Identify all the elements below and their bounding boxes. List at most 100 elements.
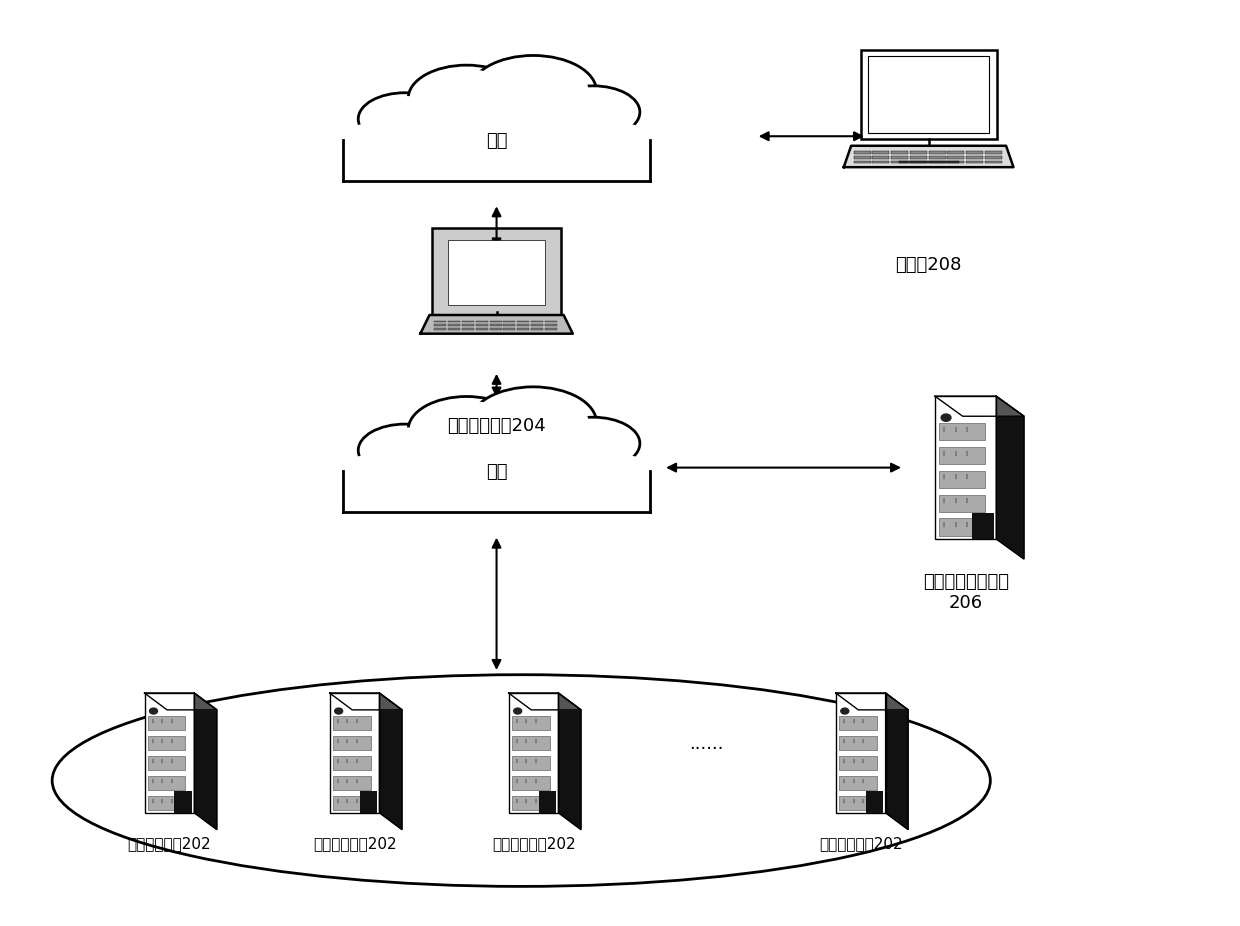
FancyBboxPatch shape: [148, 716, 185, 731]
Text: 网络: 网络: [486, 131, 507, 150]
FancyBboxPatch shape: [839, 716, 877, 731]
FancyBboxPatch shape: [148, 795, 185, 810]
FancyBboxPatch shape: [503, 328, 516, 330]
FancyBboxPatch shape: [148, 776, 185, 790]
FancyBboxPatch shape: [544, 320, 557, 322]
FancyBboxPatch shape: [839, 795, 877, 810]
FancyBboxPatch shape: [839, 776, 877, 790]
FancyBboxPatch shape: [544, 328, 557, 330]
FancyBboxPatch shape: [334, 795, 371, 810]
FancyBboxPatch shape: [512, 716, 549, 731]
FancyBboxPatch shape: [899, 160, 959, 164]
FancyBboxPatch shape: [985, 156, 1002, 158]
FancyBboxPatch shape: [985, 160, 1002, 164]
FancyBboxPatch shape: [940, 423, 986, 441]
FancyBboxPatch shape: [966, 156, 983, 158]
Ellipse shape: [365, 96, 445, 142]
FancyBboxPatch shape: [175, 791, 192, 813]
FancyBboxPatch shape: [929, 156, 946, 158]
FancyBboxPatch shape: [892, 156, 908, 158]
FancyBboxPatch shape: [853, 156, 870, 158]
FancyBboxPatch shape: [538, 791, 556, 813]
FancyBboxPatch shape: [940, 519, 986, 535]
FancyBboxPatch shape: [503, 324, 516, 326]
FancyBboxPatch shape: [839, 736, 877, 750]
Ellipse shape: [408, 396, 525, 463]
FancyBboxPatch shape: [947, 156, 965, 158]
FancyBboxPatch shape: [360, 791, 377, 813]
FancyBboxPatch shape: [490, 324, 502, 326]
FancyBboxPatch shape: [334, 776, 371, 790]
Ellipse shape: [477, 392, 589, 454]
Text: 后端服务节点202: 后端服务节点202: [492, 836, 575, 851]
FancyBboxPatch shape: [334, 716, 371, 731]
Ellipse shape: [547, 418, 640, 469]
Ellipse shape: [470, 387, 596, 458]
FancyBboxPatch shape: [910, 151, 926, 154]
Text: 后端服务节点202: 后端服务节点202: [128, 836, 211, 851]
FancyBboxPatch shape: [463, 328, 474, 330]
FancyBboxPatch shape: [517, 320, 529, 322]
Circle shape: [941, 414, 951, 421]
FancyBboxPatch shape: [512, 776, 549, 790]
FancyBboxPatch shape: [985, 151, 1002, 154]
Ellipse shape: [408, 65, 525, 131]
Polygon shape: [145, 694, 217, 710]
FancyBboxPatch shape: [836, 694, 885, 813]
FancyBboxPatch shape: [861, 50, 997, 139]
Polygon shape: [330, 694, 402, 710]
FancyBboxPatch shape: [476, 324, 487, 326]
FancyBboxPatch shape: [517, 324, 529, 326]
FancyBboxPatch shape: [490, 328, 502, 330]
Polygon shape: [379, 694, 402, 830]
Ellipse shape: [358, 424, 451, 477]
Ellipse shape: [547, 86, 640, 138]
Ellipse shape: [477, 60, 589, 123]
Ellipse shape: [334, 440, 658, 509]
Ellipse shape: [415, 401, 517, 458]
FancyBboxPatch shape: [947, 151, 965, 154]
Ellipse shape: [358, 424, 451, 477]
FancyBboxPatch shape: [935, 396, 996, 539]
FancyBboxPatch shape: [966, 151, 983, 154]
FancyBboxPatch shape: [853, 160, 870, 164]
Ellipse shape: [547, 86, 640, 138]
Ellipse shape: [408, 65, 525, 131]
FancyBboxPatch shape: [490, 320, 502, 322]
FancyBboxPatch shape: [434, 320, 446, 322]
FancyBboxPatch shape: [463, 320, 474, 322]
Text: 后端服务节点202: 后端服务节点202: [312, 836, 397, 851]
Polygon shape: [885, 694, 908, 830]
Ellipse shape: [330, 436, 663, 512]
FancyBboxPatch shape: [531, 328, 543, 330]
Text: 负载均衡管理节点
206: 负载均衡管理节点 206: [923, 573, 1008, 612]
FancyBboxPatch shape: [512, 795, 549, 810]
Text: 后端服务节点202: 后端服务节点202: [818, 836, 903, 851]
FancyBboxPatch shape: [892, 151, 908, 154]
Ellipse shape: [470, 56, 596, 127]
FancyBboxPatch shape: [512, 736, 549, 750]
FancyBboxPatch shape: [334, 736, 371, 750]
Ellipse shape: [552, 420, 634, 467]
FancyBboxPatch shape: [940, 494, 986, 512]
FancyBboxPatch shape: [448, 320, 460, 322]
Ellipse shape: [358, 93, 451, 145]
FancyBboxPatch shape: [892, 160, 908, 164]
Polygon shape: [843, 145, 1013, 168]
FancyBboxPatch shape: [145, 694, 195, 813]
Ellipse shape: [330, 106, 663, 181]
Polygon shape: [558, 694, 580, 830]
FancyBboxPatch shape: [929, 151, 946, 154]
FancyBboxPatch shape: [434, 324, 446, 326]
Ellipse shape: [408, 396, 525, 463]
FancyBboxPatch shape: [517, 328, 529, 330]
FancyBboxPatch shape: [448, 328, 460, 330]
Polygon shape: [508, 694, 580, 710]
Polygon shape: [195, 694, 217, 830]
FancyBboxPatch shape: [330, 694, 379, 813]
FancyBboxPatch shape: [910, 156, 926, 158]
FancyBboxPatch shape: [334, 756, 371, 770]
FancyBboxPatch shape: [839, 756, 877, 770]
FancyBboxPatch shape: [929, 160, 946, 164]
FancyBboxPatch shape: [448, 324, 460, 326]
